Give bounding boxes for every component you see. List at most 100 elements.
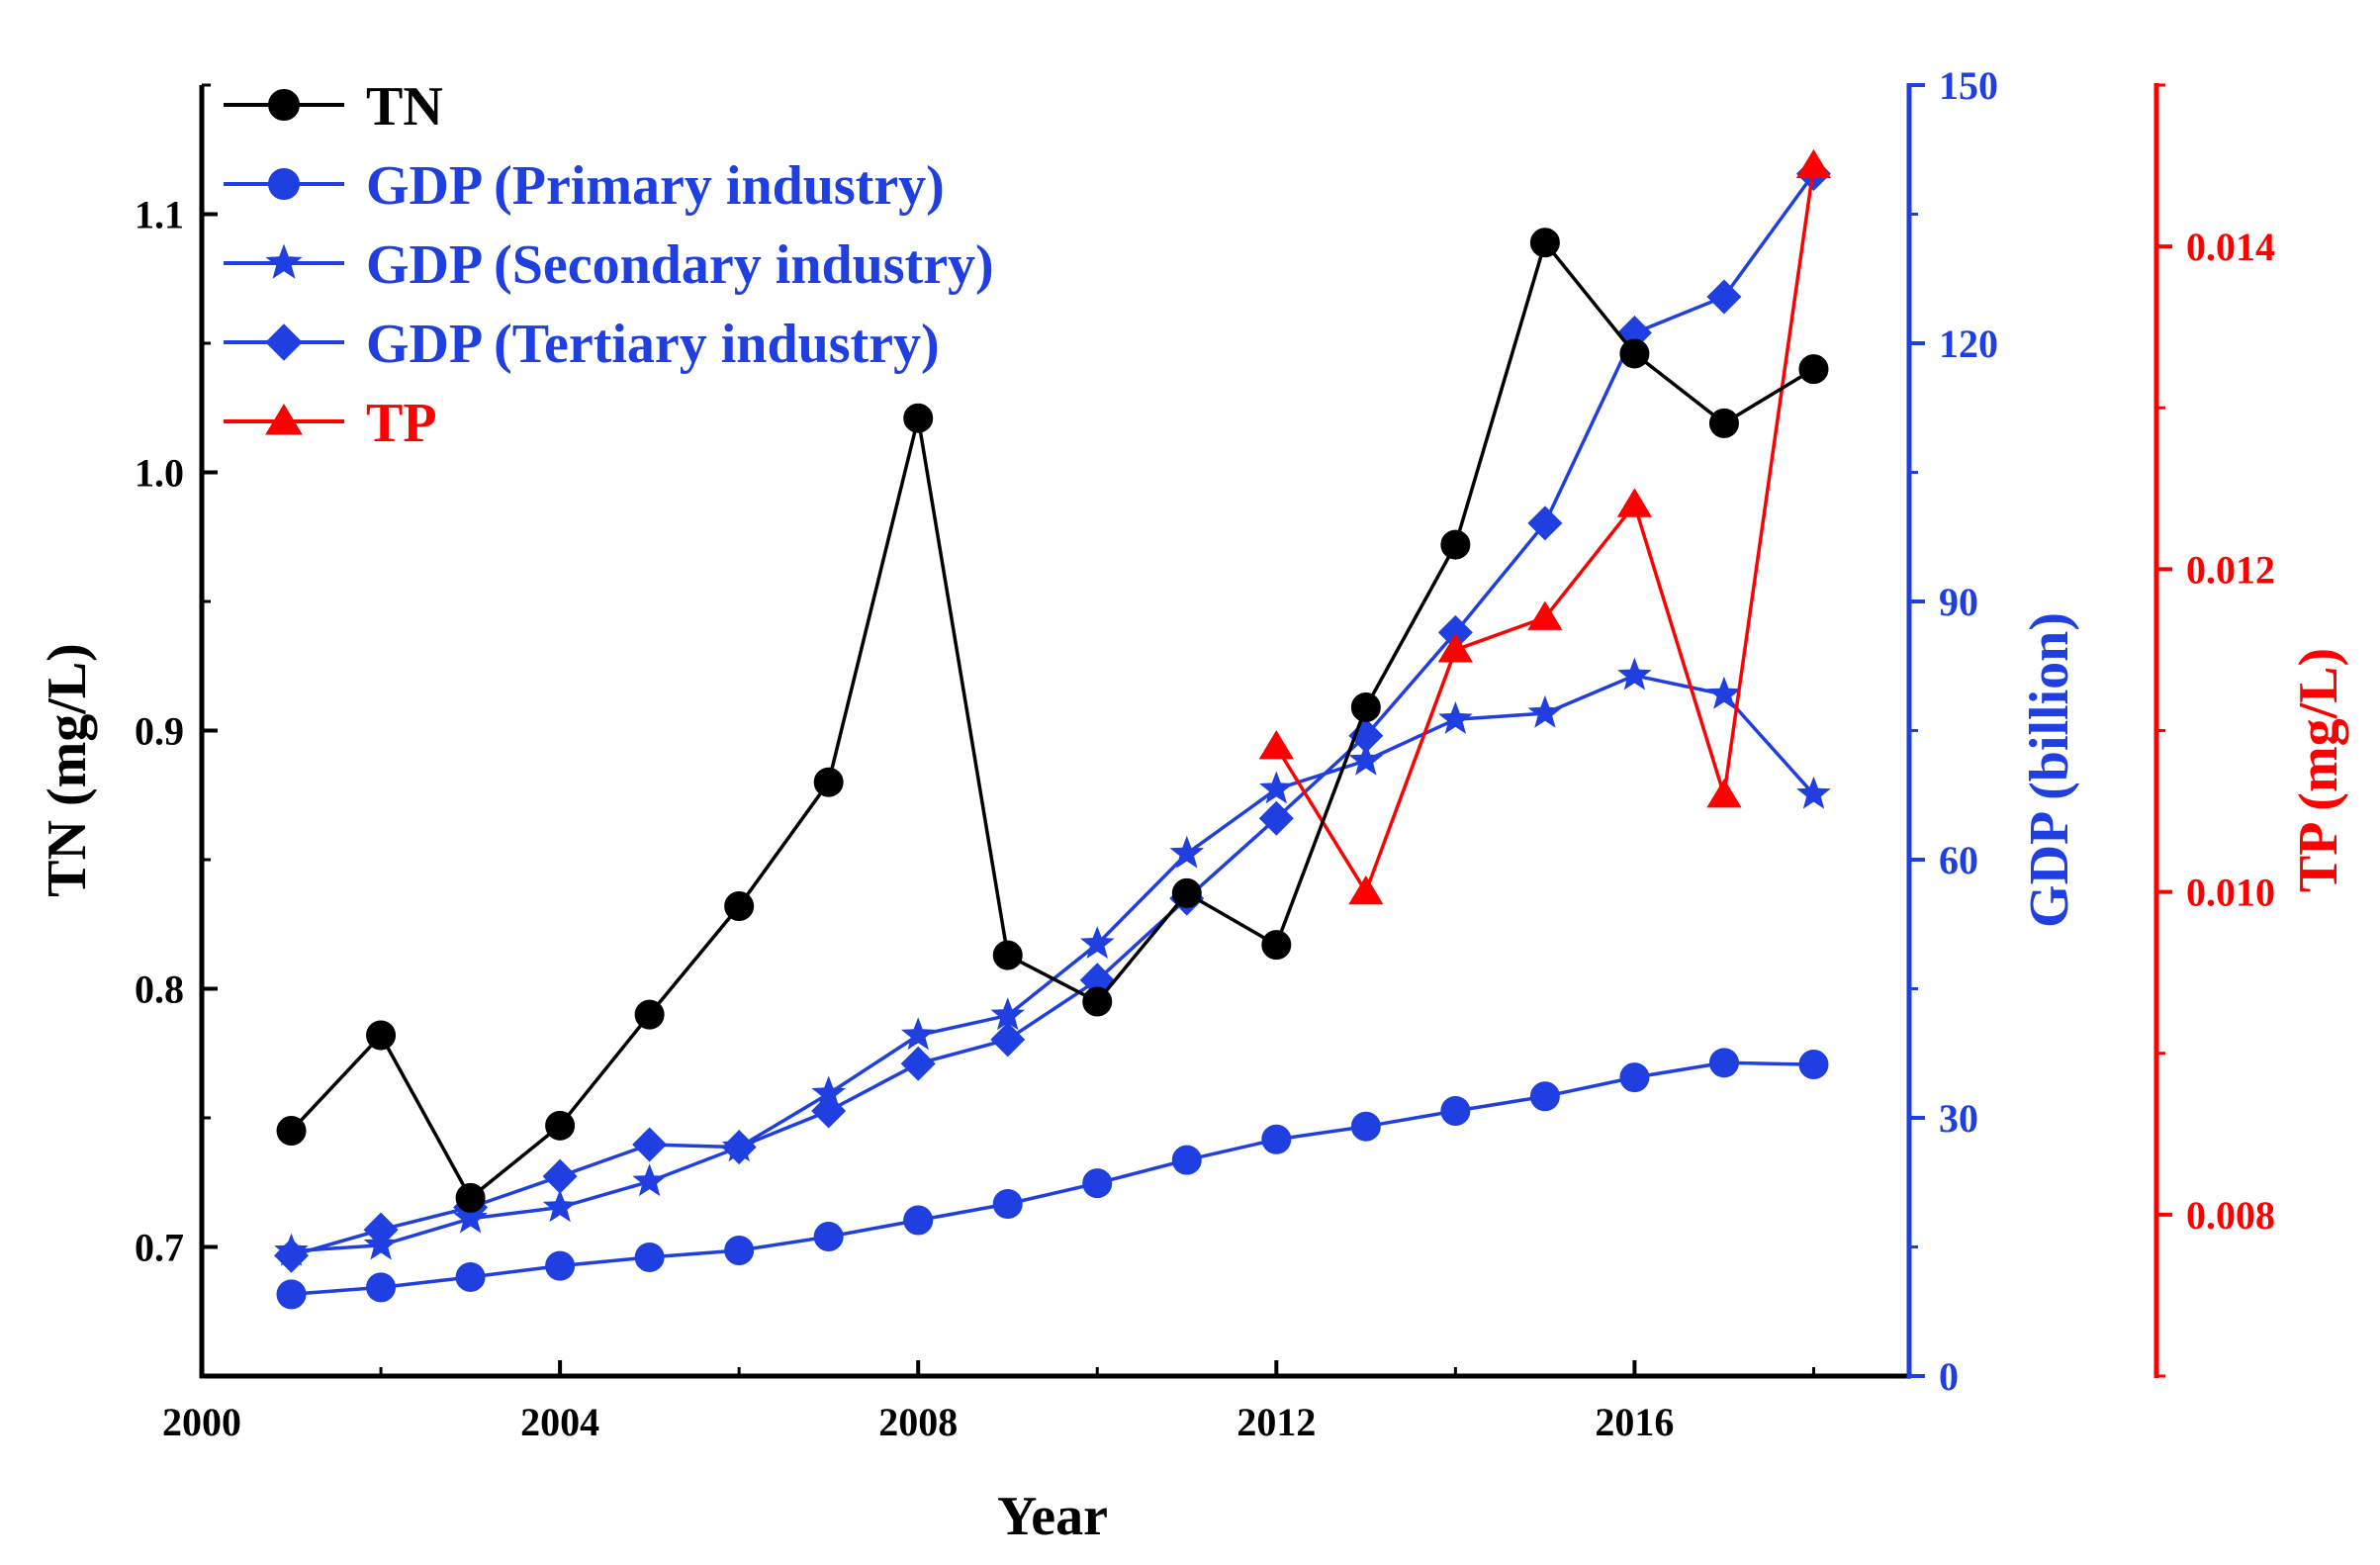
data-point [1348,875,1384,905]
data-point [1706,279,1742,315]
legend-label: GDP (Secondary industry) [366,234,994,296]
data-point [1171,1145,1202,1175]
series-line [291,673,1815,1253]
data-point [1261,930,1292,961]
tn-tick-label: 0.7 [135,1226,184,1270]
tp-tick-label: 0.008 [2186,1193,2275,1238]
data-point [813,767,844,797]
legend-label: GDP (Tertiary industry) [366,314,940,375]
tn-tick-label: 0.8 [135,967,184,1012]
data-point [1440,1096,1471,1127]
legend-label: TP [366,393,437,454]
data-point [992,1189,1023,1219]
data-point [1706,778,1742,808]
data-point [1798,1050,1829,1080]
legend-entry: GDP (Primary industry) [224,155,945,217]
series-gdp-1 [276,1048,1829,1310]
tn-axis-title: TN (mg/L) [37,643,98,897]
gdp-tick-label: 30 [1939,1096,1978,1141]
legend-label: TN [366,76,443,138]
data-point [1527,600,1563,630]
legend-marker [265,243,303,279]
data-point [276,1116,307,1147]
data-point [1082,1168,1113,1199]
data-point [1348,742,1384,776]
series-tp-4 [1258,148,1832,905]
data-point [811,1075,846,1109]
legend-entry: GDP (Tertiary industry) [224,314,940,375]
gdp-tick-label: 60 [1939,838,1978,882]
plot-area [274,148,1832,1310]
data-point [1258,730,1294,760]
data-point [1261,1124,1292,1154]
x-tick-label: 2004 [520,1400,599,1444]
data-point [900,1046,936,1081]
data-point [721,1130,757,1165]
tp-axis-title: TP (mg/L) [2288,648,2349,892]
gdp-tick-label: 120 [1939,322,1998,366]
data-point [455,1261,486,1292]
data-point [1617,657,1652,690]
data-point [990,1022,1026,1058]
legend-marker [265,404,303,435]
series-tn-0 [276,228,1829,1213]
data-point [1527,506,1563,541]
data-point [545,1110,576,1141]
data-point [1619,338,1650,369]
data-point [1796,776,1831,809]
legend-entry: GDP (Secondary industry) [224,234,994,296]
gdp-tick-label: 90 [1939,580,1978,624]
x-axis-title: Year [997,1486,1108,1547]
gdp-axis-title: GDP (billion) [2019,612,2080,928]
data-point [903,1205,934,1236]
data-point [1527,694,1563,728]
tp-tick-label: 0.014 [2186,225,2275,269]
gdp-tick-label: 150 [1939,63,1998,108]
data-point [1708,408,1739,438]
data-point [900,1017,936,1051]
gdp-tick-label: 0 [1939,1354,1959,1399]
data-point [276,1279,307,1310]
data-point [455,1182,486,1213]
legend-entry: TN [224,76,443,138]
legend-marker [265,323,303,361]
data-point [903,403,934,433]
data-point [366,1020,397,1051]
series-line [291,1060,1814,1297]
data-point [811,1093,847,1129]
x-tick-label: 2000 [162,1400,241,1444]
legend-marker [268,168,300,200]
data-point [1171,877,1202,908]
x-tick-label: 2016 [1595,1400,1674,1444]
data-point [632,1127,668,1162]
x-tick-label: 2008 [878,1400,958,1444]
data-point [1619,1062,1650,1093]
data-point [724,1235,755,1265]
data-point [1438,701,1473,734]
data-point [363,1212,399,1247]
data-point [545,1250,576,1281]
legend: TN GDP (Primary industry) GDP (Secondary i… [224,76,994,454]
data-point [1169,835,1205,869]
data-point [992,940,1023,970]
data-point [813,1222,844,1252]
tn-tick-label: 1.1 [135,193,184,237]
data-point [1259,771,1294,804]
data-point [366,1272,397,1303]
legend-entry: TP [224,393,437,454]
tp-tick-label: 0.010 [2186,871,2275,915]
data-point [634,999,665,1030]
series-line [290,238,1815,1201]
data-point [1706,676,1742,709]
data-point [1350,692,1381,723]
tn-tick-label: 0.9 [135,709,184,754]
data-point [1080,926,1115,959]
data-point [1440,529,1471,560]
tn-tick-label: 1.0 [135,451,184,496]
tp-tick-label: 0.012 [2186,547,2275,592]
data-point [634,1242,665,1272]
data-point [1350,1111,1381,1142]
series-gdp-2 [274,657,1831,1266]
data-point [724,890,755,921]
